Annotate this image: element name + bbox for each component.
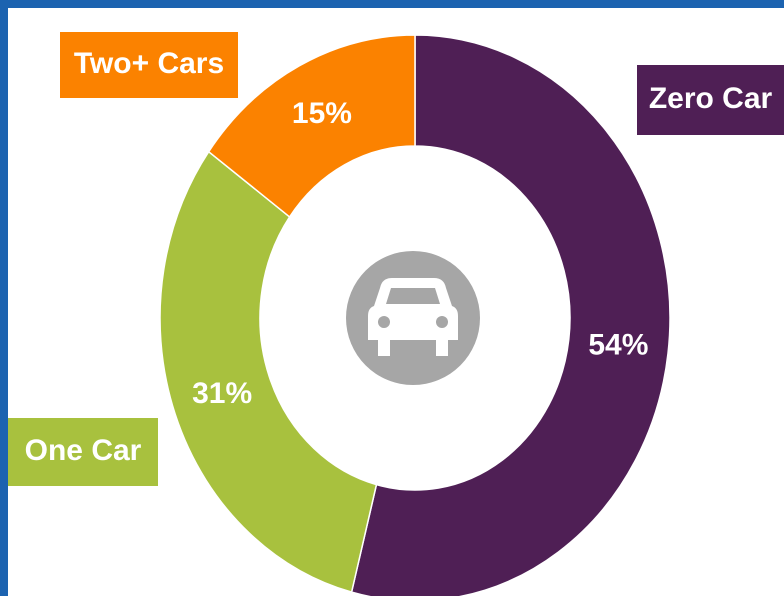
car-light bbox=[436, 316, 448, 328]
legend-label: Two+ Cars bbox=[74, 47, 224, 80]
value-label: 54% bbox=[588, 328, 648, 361]
slice bbox=[350, 34, 671, 596]
legend-box bbox=[637, 65, 784, 135]
legend-label: Zero Car bbox=[649, 82, 773, 115]
slice bbox=[159, 150, 378, 594]
car-light bbox=[378, 316, 390, 328]
value-label: 31% bbox=[192, 377, 252, 410]
legend-box bbox=[8, 418, 158, 486]
value-label: 15% bbox=[292, 97, 352, 130]
slice bbox=[207, 34, 416, 219]
legend-label: One Car bbox=[25, 434, 142, 467]
donut bbox=[159, 34, 671, 596]
legend-box bbox=[60, 32, 238, 98]
car-window bbox=[386, 288, 440, 304]
car-icon bbox=[346, 251, 480, 385]
